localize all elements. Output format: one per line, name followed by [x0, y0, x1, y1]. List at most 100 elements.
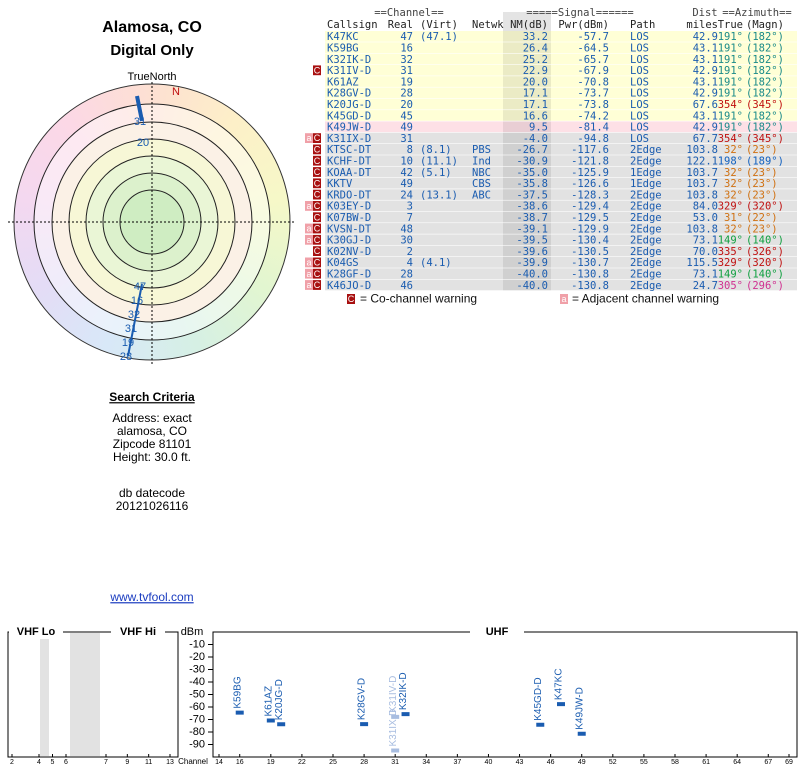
table-cell: 20.0: [523, 76, 548, 88]
table-cell: 42.9: [693, 31, 718, 43]
table-cell: 30: [400, 235, 413, 247]
table-cell: LOS: [630, 88, 649, 100]
table-cell: -130.8: [571, 280, 609, 292]
datecode-label: db datecode: [119, 486, 185, 500]
table-cell: 2Edge: [630, 280, 662, 292]
warning-icon: [313, 167, 321, 177]
table-cell: -130.5: [571, 246, 609, 258]
table-cell: -67.9: [577, 65, 609, 77]
x-tick-label: 16: [236, 759, 244, 766]
row-background: [325, 53, 797, 65]
polar-label: 31: [134, 116, 146, 128]
legend-icon-letter: a: [561, 294, 566, 304]
station-label: K20JG-D: [274, 679, 285, 720]
table-cell: -126.6: [571, 178, 609, 190]
y-tick-label: -60: [189, 701, 205, 713]
table-cell: 26.4: [523, 42, 548, 54]
group-header: ==Azimuth==: [722, 7, 792, 19]
search-line: alamosa, CO: [117, 424, 187, 438]
table-cell: -74.2: [577, 110, 609, 122]
group-header: ==Channel==: [374, 7, 444, 19]
row-background: [325, 64, 797, 76]
group-header: Dist: [692, 7, 717, 19]
table-cell: (8.1): [420, 144, 452, 156]
table-cell: -39.1: [516, 223, 548, 235]
y-axis-label: dBm: [181, 626, 204, 638]
nm-shade: [503, 189, 551, 200]
table-cell: (182°): [746, 88, 784, 100]
table-cell: KRDO-DT: [327, 189, 372, 201]
signal-mark: [577, 731, 586, 736]
vhf-panel: [7, 631, 179, 758]
table-cell: -4.0: [523, 133, 548, 145]
column-header: NM(dB): [510, 19, 548, 31]
table-cell: -94.8: [577, 133, 609, 145]
table-cell: LOS: [630, 122, 649, 134]
datecode-value: 20121026116: [116, 499, 189, 513]
table-cell: K49JW-D: [327, 122, 371, 134]
table-cell: (23°): [746, 189, 778, 201]
nm-shade: [503, 12, 551, 31]
table-cell: -57.7: [577, 31, 609, 43]
x-tick-label: 9: [125, 759, 129, 766]
warning-letter: C: [314, 133, 321, 143]
uhf-panel: [212, 631, 798, 758]
table-cell: (182°): [746, 110, 784, 122]
row-background: [325, 31, 797, 42]
table-cell: 8: [407, 144, 413, 156]
station-label: K32IK-D: [398, 672, 409, 710]
warning-letter: C: [314, 224, 321, 234]
table-cell: -117.6: [571, 144, 609, 156]
nm-shade: [503, 110, 551, 121]
table-cell: 49: [400, 122, 413, 134]
gap-band: [70, 633, 100, 756]
table-cell: 20: [400, 99, 413, 111]
nm-shade: [503, 121, 551, 133]
table-cell: LOS: [630, 133, 649, 145]
table-cell: KCHF-DT: [327, 155, 372, 167]
polar-label: 47: [134, 281, 146, 293]
page-subtitle: Digital Only: [110, 42, 194, 59]
column-header: miles: [686, 19, 718, 31]
legend-icon-letter: C: [348, 294, 355, 304]
table-cell: K45GD-D: [327, 110, 371, 122]
table-cell: -73.8: [577, 99, 609, 111]
row-background: [325, 223, 797, 234]
panel-title: UHF: [486, 626, 509, 638]
signal-arrow: [135, 95, 144, 122]
search-line: Height: 30.0 ft.: [113, 450, 191, 464]
legend-icon: [560, 294, 568, 304]
nm-shade: [503, 132, 551, 144]
table-cell: (320°): [746, 201, 784, 213]
table-cell: K32IK-D: [327, 54, 371, 66]
table-cell: -38.6: [516, 201, 548, 213]
table-cell: -39.6: [516, 246, 548, 258]
table-cell: ABC: [472, 189, 491, 201]
x-tick-label: 14: [215, 759, 223, 766]
table-cell: 45: [400, 110, 413, 122]
table-cell: 24: [400, 189, 413, 201]
station-label: K45GD-D: [533, 677, 544, 720]
row-background: [325, 155, 797, 166]
table-cell: 32°: [724, 167, 743, 179]
nm-shade: [503, 87, 551, 99]
site-link[interactable]: www.tvfool.com: [109, 590, 193, 604]
x-tick-label: 52: [609, 759, 617, 766]
table-cell: -129.4: [571, 201, 609, 213]
warning-icon: [313, 65, 321, 76]
column-header: Callsign: [327, 19, 378, 31]
warning-letter: C: [314, 178, 321, 188]
table-cell: KTSC-DT: [327, 144, 372, 156]
x-tick-label: 5: [51, 759, 55, 766]
panel-title: VHF Lo: [17, 626, 56, 638]
station-label: K47KC: [554, 668, 565, 700]
table-cell: 25.2: [523, 54, 548, 66]
row-background: [325, 268, 797, 279]
x-tick-label: 69: [785, 759, 793, 766]
table-cell: 9.5: [529, 122, 548, 134]
table-cell: 2Edge: [630, 235, 662, 247]
table-cell: (182°): [746, 122, 784, 134]
table-cell: K30GJ-D: [327, 235, 371, 247]
x-tick-label: 25: [329, 759, 337, 766]
table-cell: -40.0: [516, 280, 548, 292]
